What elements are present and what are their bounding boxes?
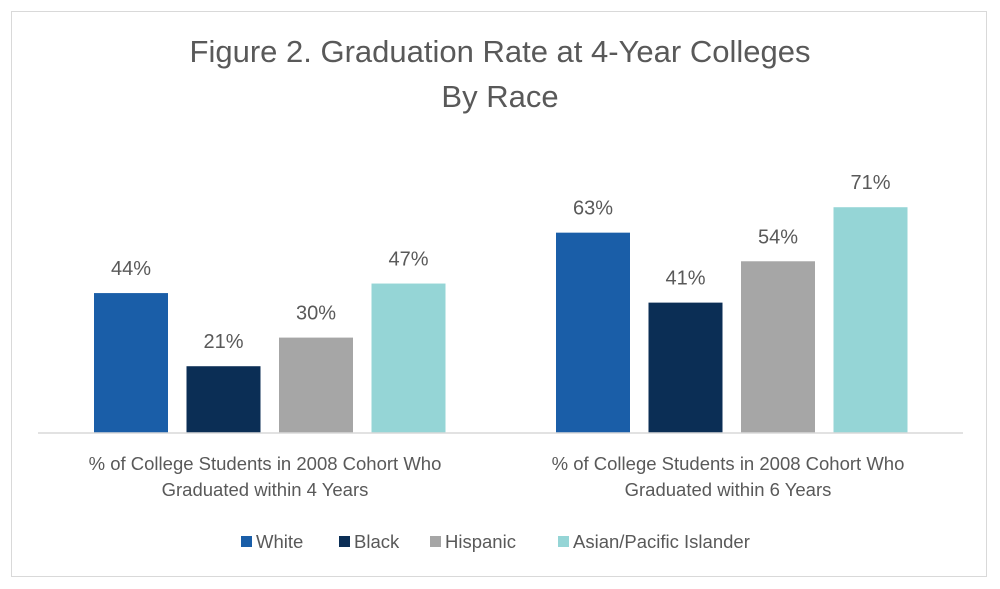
- category-label-2-line-2: Graduated within 6 Years: [625, 479, 832, 500]
- bar-hispanic-2: [741, 261, 815, 433]
- legend-swatch-hispanic: [430, 536, 441, 547]
- data-label: 44%: [111, 258, 151, 280]
- data-label: 71%: [850, 172, 890, 194]
- bar-black-1: [186, 366, 261, 433]
- chart-title-line-2: By Race: [441, 79, 558, 114]
- bar-black-2: [648, 302, 723, 433]
- legend-swatch-asian-pacific-islander: [558, 536, 569, 547]
- chart-title: Figure 2. Graduation Rate at 4-Year Coll…: [190, 34, 811, 114]
- chart-frame: [11, 11, 987, 577]
- data-label: 21%: [203, 331, 243, 353]
- chart-title-line-1: Figure 2. Graduation Rate at 4-Year Coll…: [190, 34, 811, 69]
- legend: White Black Hispanic Asian/Pacific Islander: [241, 531, 750, 552]
- bars: [94, 207, 908, 433]
- bar-hispanic-1: [279, 337, 353, 433]
- legend-label-hispanic: Hispanic: [445, 531, 516, 552]
- data-label: 63%: [573, 198, 613, 220]
- legend-label-white: White: [256, 531, 303, 552]
- category-label-2-line-1: % of College Students in 2008 Cohort Who: [552, 453, 905, 474]
- category-labels: % of College Students in 2008 Cohort Who…: [89, 453, 905, 500]
- legend-label-black: Black: [354, 531, 400, 552]
- data-label: 30%: [296, 303, 336, 325]
- data-label: 47%: [388, 249, 428, 271]
- bar-white-2: [556, 232, 630, 433]
- data-labels: 44% 63% 21% 41% 30% 54% 47% 71%: [111, 172, 891, 353]
- data-label: 41%: [665, 268, 705, 290]
- legend-swatch-black: [339, 536, 350, 547]
- legend-label-asian-pacific-islander: Asian/Pacific Islander: [573, 531, 750, 552]
- legend-swatch-white: [241, 536, 252, 547]
- bar-white-1: [94, 293, 168, 433]
- category-label-1-line-1: % of College Students in 2008 Cohort Who: [89, 453, 442, 474]
- category-label-1-line-2: Graduated within 4 Years: [162, 479, 369, 500]
- bar-asian-pacific-islander-2: [833, 207, 908, 433]
- data-label: 54%: [758, 226, 798, 248]
- bar-asian-pacific-islander-1: [371, 283, 446, 433]
